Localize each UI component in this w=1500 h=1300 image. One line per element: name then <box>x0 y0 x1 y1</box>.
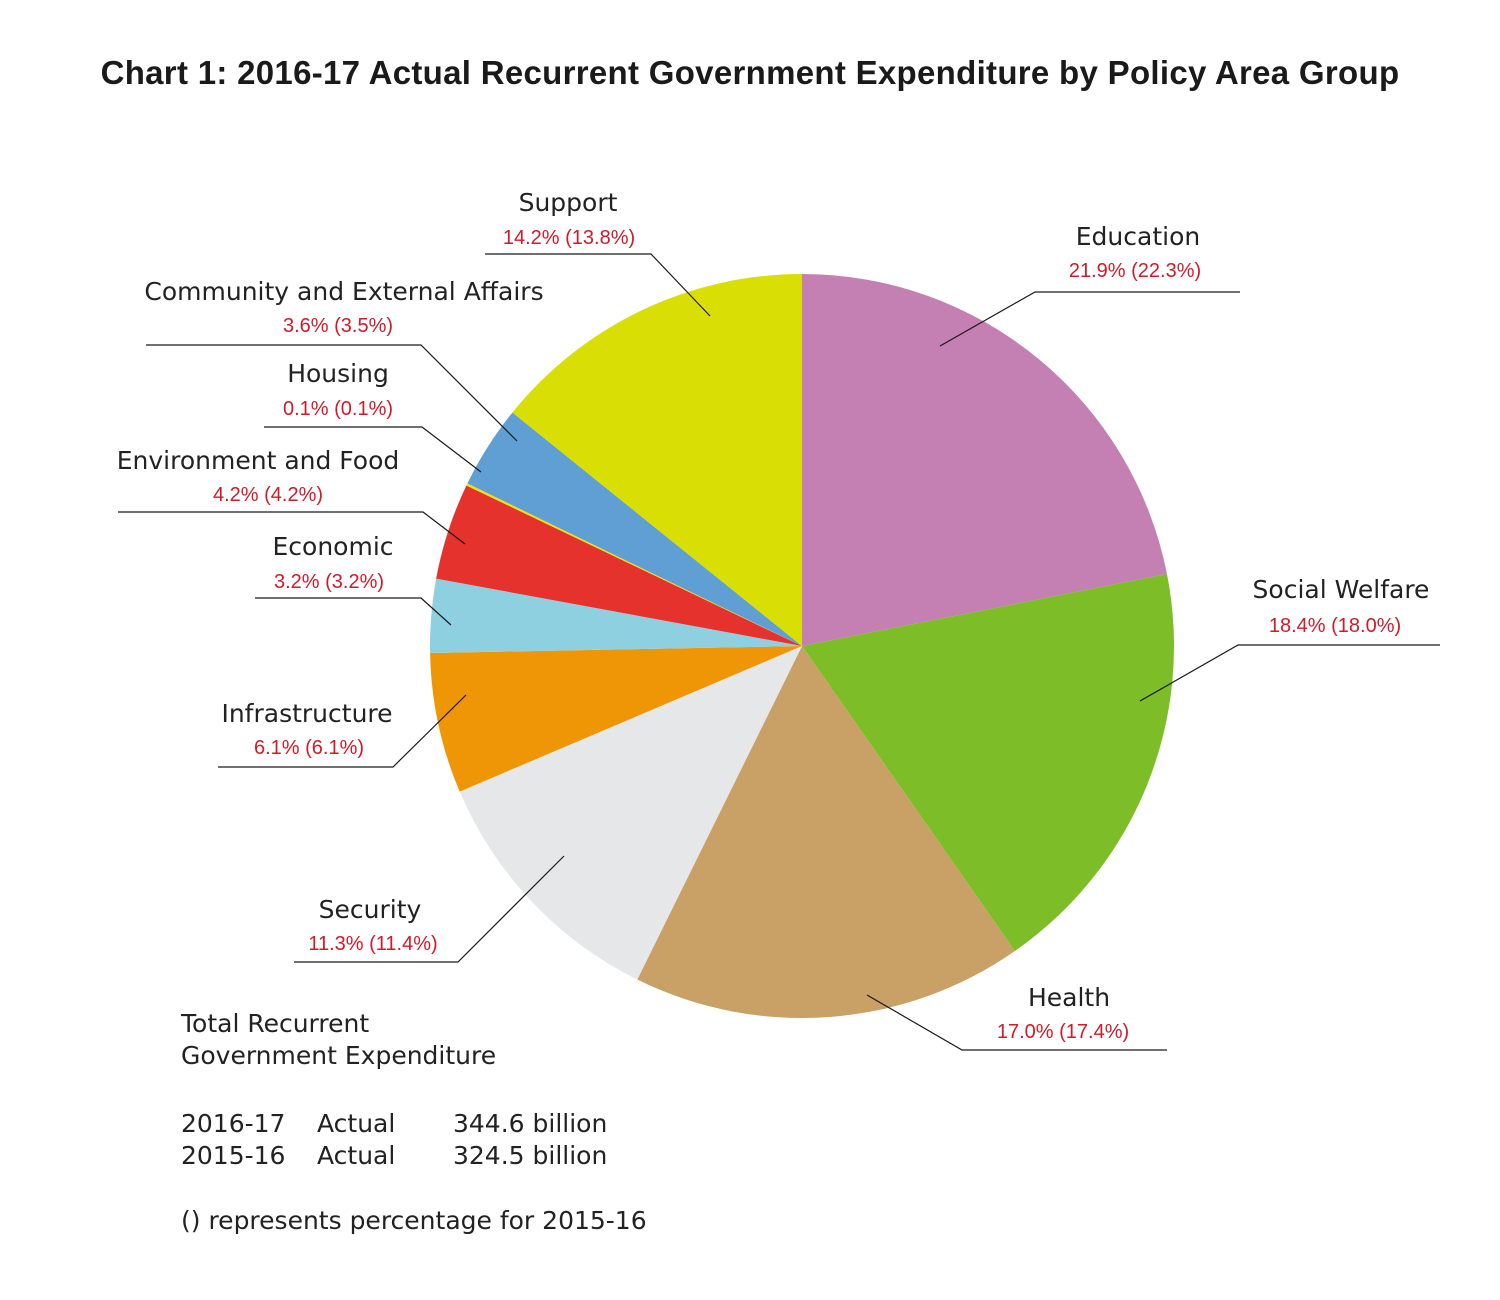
footnote: () represents percentage for 2015-16 <box>181 1206 647 1235</box>
slice-label: Support <box>519 188 618 217</box>
leader-line <box>264 426 482 473</box>
pie-slice-infrastructure <box>430 646 802 792</box>
pie-slice-environment-and-food <box>436 485 802 646</box>
pie-slice-health <box>637 646 1015 1018</box>
pie-slice-community-and-external-affairs <box>467 412 802 646</box>
slice-value-label: 21.9% (22.3%) <box>1069 260 1201 282</box>
leader-line <box>218 694 467 768</box>
slice-value-label: 18.4% (18.0%) <box>1269 615 1401 637</box>
slice-value-label: 14.2% (13.8%) <box>503 227 635 249</box>
slice-value-label: 11.3% (11.4%) <box>308 933 437 955</box>
total-heading-line1: Total Recurrent <box>181 1009 370 1038</box>
leader-line <box>866 994 1167 1051</box>
slice-label: Economic <box>272 532 393 561</box>
leader-line <box>294 855 565 963</box>
total-row-amount: 324.5 billion <box>453 1141 608 1170</box>
total-row-2015-16: 2015-16 Actual 324.5 billion <box>181 1140 607 1172</box>
chart-title: Chart 1: 2016-17 Actual Recurrent Govern… <box>100 54 1400 91</box>
leader-line <box>485 253 711 317</box>
pie-slice-economic <box>430 578 802 654</box>
pie-slice-housing <box>466 483 802 646</box>
leader-line <box>255 597 452 626</box>
slice-label: Infrastructure <box>221 699 392 728</box>
total-row-kind: Actual <box>317 1109 396 1138</box>
total-row-amount: 344.6 billion <box>453 1109 608 1138</box>
slice-value-label: 4.2% (4.2%) <box>213 484 323 506</box>
total-row-kind: Actual <box>317 1141 396 1170</box>
slice-value-label: 17.0% (17.4%) <box>997 1021 1129 1043</box>
pie-slice-social-welfare <box>802 574 1175 952</box>
total-row-2016-17: 2016-17 Actual 344.6 billion <box>181 1108 607 1140</box>
slice-label: Education <box>1076 222 1200 251</box>
leader-line <box>118 511 466 545</box>
leader-line <box>146 344 518 442</box>
slice-value-label: 0.1% (0.1%) <box>283 398 393 420</box>
pie-slice-support <box>512 274 802 646</box>
slice-label: Health <box>1028 983 1110 1012</box>
pie-slice-education <box>802 274 1167 646</box>
slice-label: Social Welfare <box>1253 575 1430 604</box>
leader-line <box>1139 644 1440 702</box>
slice-label: Housing <box>287 359 389 388</box>
total-heading: Total Recurrent Government Expenditure <box>181 1008 496 1072</box>
pie-slice-security <box>459 646 802 980</box>
total-row-year: 2015-16 <box>181 1141 286 1170</box>
slice-value-label: 3.6% (3.5%) <box>283 315 393 337</box>
total-row-year: 2016-17 <box>181 1109 286 1138</box>
slice-label: Security <box>319 895 422 924</box>
slice-value-label: 6.1% (6.1%) <box>254 737 364 759</box>
slice-label: Environment and Food <box>117 446 400 475</box>
slice-value-label: 3.2% (3.2%) <box>274 571 384 593</box>
total-heading-line2: Government Expenditure <box>181 1041 497 1070</box>
leader-line <box>939 291 1240 347</box>
slice-label: Community and External Affairs <box>144 277 543 306</box>
